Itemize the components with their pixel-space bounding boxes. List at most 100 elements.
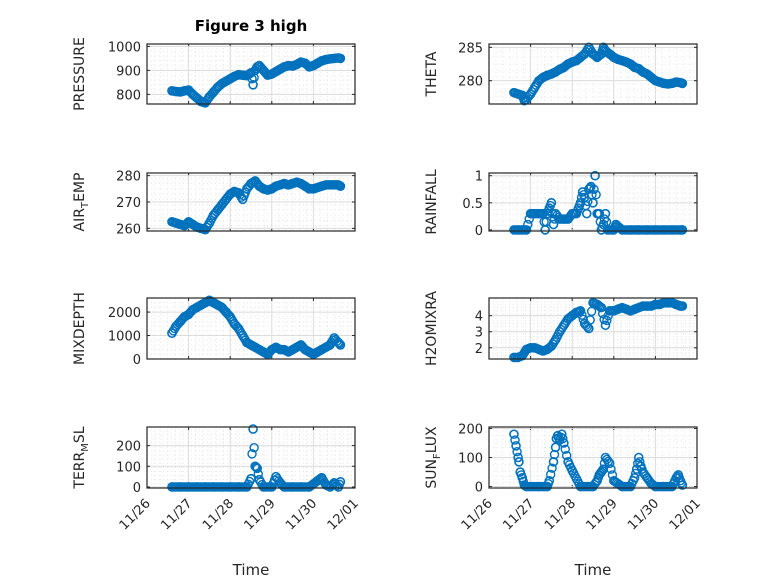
x-tick-label: 12/01	[667, 496, 704, 533]
data-point	[510, 435, 520, 445]
data-point	[250, 461, 260, 472]
x-tick-label: 11/27	[158, 496, 195, 533]
y-axis-label: SUNFLUX	[424, 426, 443, 489]
subplot-top-left: 800 900 1000 PRESSURE	[72, 37, 356, 111]
data-point	[602, 315, 612, 326]
data-point	[251, 462, 261, 473]
y-tick-label: 280	[458, 75, 483, 90]
data-point	[577, 310, 587, 320]
data-point	[677, 301, 688, 311]
data-point	[584, 323, 594, 334]
y-tick-label: 0	[133, 481, 141, 496]
data-point	[335, 181, 346, 191]
y-axis-label: PRESSURE	[72, 37, 88, 111]
x-tick-label: 12/01	[325, 496, 362, 533]
subplot-row2-left: 260 270 280 AIRTEMP	[72, 170, 356, 237]
x-tick-label: 11/26	[459, 496, 496, 533]
y-tick-label: 4	[475, 310, 483, 325]
subplot-row4-right: 0 100 200 SUNFLUX 11/26 11/27 11/28 11/29 11/30 1…	[424, 422, 704, 579]
data-point	[549, 337, 559, 347]
data-point	[604, 458, 615, 469]
y-tick-label: 270	[116, 196, 141, 211]
data-point	[677, 78, 688, 89]
data-point	[633, 452, 644, 463]
data-point	[591, 51, 601, 61]
y-tick-label: 285	[458, 41, 483, 56]
data-point	[588, 198, 598, 208]
y-tick-label: 200	[116, 440, 141, 455]
data-point	[589, 184, 599, 194]
x-tick-label: 11/30	[625, 496, 662, 533]
data-series	[509, 298, 688, 363]
y-tick-label: 200	[458, 422, 483, 437]
data-point	[575, 306, 586, 316]
y-axis-label: RAINFALL	[424, 169, 440, 234]
axes-box	[488, 43, 698, 105]
data-point	[629, 473, 640, 483]
data-point	[513, 452, 523, 463]
data-point	[556, 429, 567, 440]
data-point	[333, 337, 344, 348]
data-point	[252, 463, 263, 474]
subplot-row4-left: 0 100 200 TERRMSL 11/26 11/27 11/28 11/29 11/30 1…	[72, 424, 362, 579]
data-point	[253, 469, 263, 479]
data-point	[335, 53, 346, 64]
data-point	[560, 444, 570, 454]
data-series	[167, 424, 346, 492]
y-axis-label: AIRTEMP	[72, 173, 91, 232]
x-tick-label: 11/28	[200, 496, 237, 533]
axes-box	[488, 172, 698, 232]
data-point	[599, 214, 610, 224]
data-series	[509, 429, 688, 492]
data-series	[167, 53, 346, 108]
y-tick-label: 260	[116, 222, 141, 237]
y-tick-label: 2000	[108, 306, 141, 321]
data-point	[558, 433, 568, 444]
data-point	[509, 429, 519, 440]
data-point	[247, 449, 257, 459]
y-tick-label: 0	[133, 353, 141, 368]
data-point	[334, 339, 345, 349]
subplot-row3-left: 0 1000 2000 MIXDEPTH	[72, 292, 356, 368]
data-point	[335, 476, 346, 487]
data-point	[677, 480, 688, 490]
data-point	[544, 475, 555, 486]
data-point	[548, 219, 559, 230]
data-point	[606, 464, 616, 474]
data-point	[596, 302, 607, 313]
y-tick-label: 900	[116, 64, 141, 79]
y-axis-label: TERRMSL	[72, 426, 91, 489]
y-tick-label: 100	[458, 452, 483, 467]
data-point	[590, 170, 600, 181]
y-tick-label: 100	[116, 460, 141, 475]
axes-box	[146, 172, 356, 232]
data-point	[591, 189, 601, 200]
data-point	[546, 469, 556, 480]
data-point	[547, 463, 557, 473]
axes-box	[488, 426, 698, 489]
data-point	[514, 457, 524, 467]
x-axis-label: Time	[232, 561, 270, 579]
data-point	[593, 300, 604, 311]
y-axis-label: THETA	[424, 51, 440, 97]
data-point	[585, 315, 595, 325]
x-tick-label: 11/30	[283, 496, 320, 533]
data-point	[248, 424, 258, 434]
data-series	[509, 170, 688, 235]
data-point	[600, 320, 611, 331]
data-point	[585, 183, 595, 193]
data-point	[581, 208, 592, 219]
y-tick-label: 0	[475, 481, 483, 496]
y-tick-label: 800	[116, 88, 141, 103]
data-point	[512, 446, 522, 457]
y-tick-label: 3	[475, 326, 483, 341]
data-point	[559, 438, 569, 448]
figure-title: Figure 3 high	[195, 17, 308, 35]
y-tick-label: 0.5	[462, 197, 483, 212]
data-point	[677, 225, 688, 235]
data-point	[591, 477, 601, 488]
data-point	[589, 50, 600, 60]
axes-box	[146, 43, 356, 105]
data-point	[546, 198, 557, 208]
